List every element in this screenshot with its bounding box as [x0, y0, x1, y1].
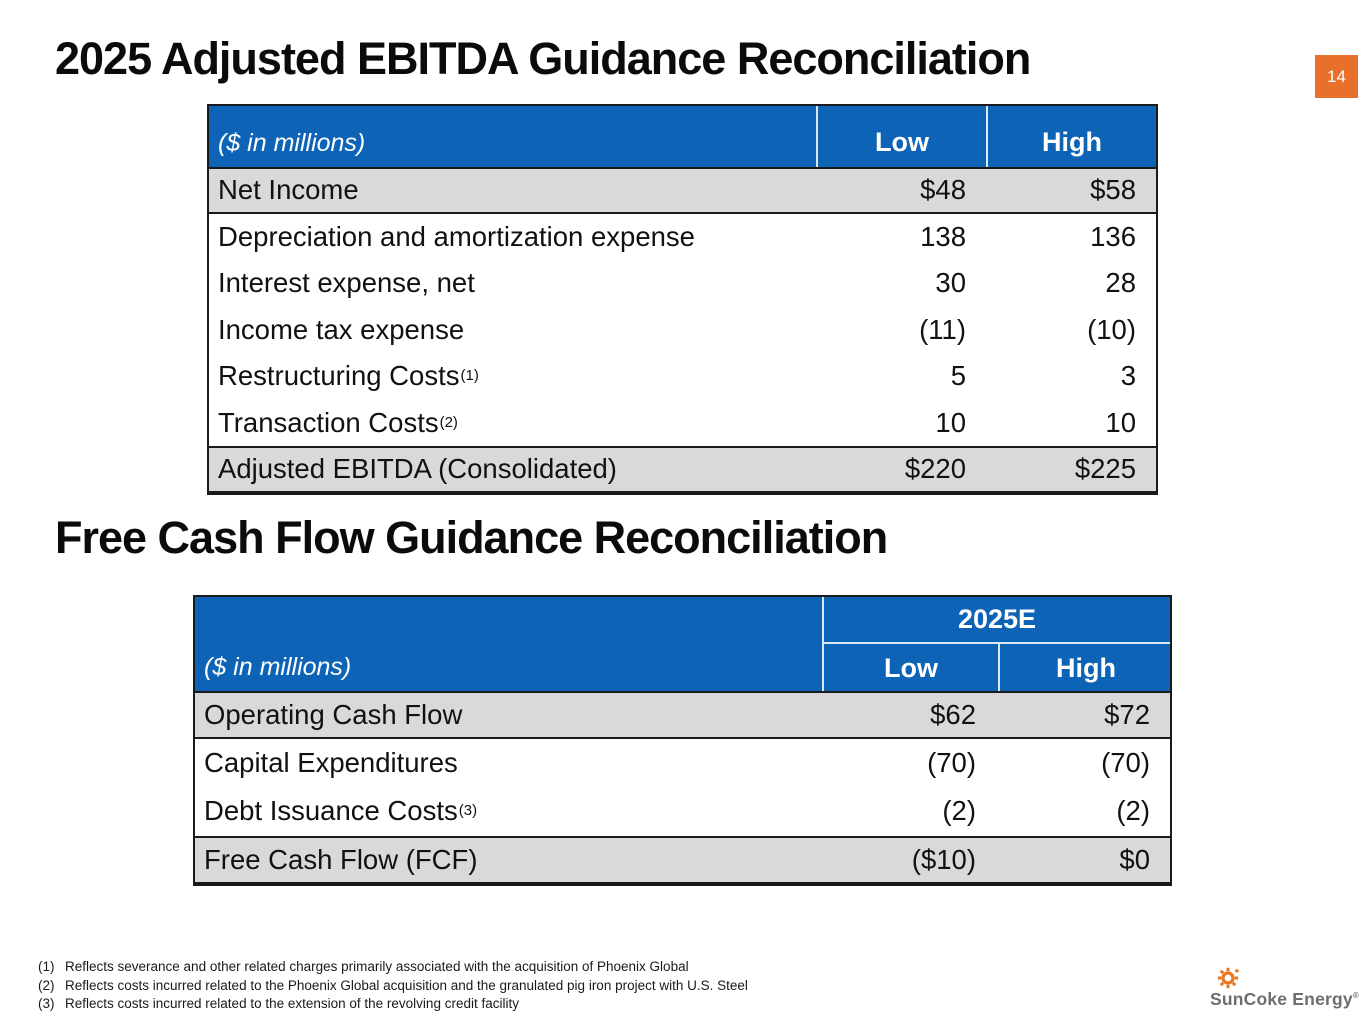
registered-mark: ® [1352, 991, 1359, 1001]
table-row: Income tax expense (11) (10) [209, 307, 1156, 354]
footnote-text: Reflects costs incurred related to the e… [65, 996, 519, 1011]
row-label: Free Cash Flow (FCF) [195, 838, 822, 882]
row-label-text: Restructuring Costs [218, 360, 460, 392]
logo-name: SunCoke Energy [1210, 989, 1353, 1009]
row-label-text: Depreciation and amortization expense [218, 220, 695, 252]
row-label-text: Adjusted EBITDA (Consolidated) [218, 453, 617, 485]
row-label: Transaction Costs (2) [218, 406, 458, 438]
table-row-total: Adjusted EBITDA (Consolidated) $220 $225 [209, 446, 1156, 493]
fcf-table-header: ($ in millions) 2025E Low High [195, 597, 1170, 691]
ebitda-title: 2025 Adjusted EBITDA Guidance Reconcilia… [55, 33, 1031, 84]
row-low-value: 5 [950, 360, 966, 392]
low-high-subheader: Low High [822, 644, 1170, 691]
table-row: Restructuring Costs (1) 5 3 [209, 353, 1156, 400]
table-row: Interest expense, net 30 28 [209, 260, 1156, 307]
table-row: Operating Cash Flow $62 $72 [195, 691, 1170, 740]
row-low-value: $62 [930, 699, 976, 731]
footnote-2: (2) Reflects costs incurred related to t… [38, 977, 748, 996]
row-low-value: 10 [935, 406, 966, 438]
footnote-text: Reflects costs incurred related to the P… [65, 977, 748, 993]
ebitda-table-header: ($ in millions) Low High [209, 106, 1156, 167]
table-row: Debt Issuance Costs (3) (2) (2) [195, 787, 1170, 835]
row-low-value: (11) [919, 313, 966, 345]
row-label-text: Debt Issuance Costs [204, 795, 458, 827]
footnote-3: (3) Reflects costs incurred related to t… [38, 995, 748, 1014]
row-high-value: (2) [1116, 795, 1150, 827]
row-label-text: Operating Cash Flow [204, 699, 463, 731]
row-high-value: $225 [1074, 453, 1136, 485]
table-row: Net Income $48 $58 [209, 167, 1156, 214]
row-label: Restructuring Costs (1) [218, 360, 479, 392]
table-row-total: Free Cash Flow (FCF) ($10) $0 [195, 835, 1170, 884]
footnote-number: (2) [38, 977, 55, 993]
row-high-value: $58 [1090, 174, 1136, 206]
row-label: Adjusted EBITDA (Consolidated) [209, 448, 816, 491]
sun-icon [1217, 967, 1239, 989]
row-low-value: 30 [935, 267, 966, 299]
footnote-1: (1) Reflects severance and other related… [38, 958, 748, 977]
row-low-value: 138 [920, 220, 966, 252]
row-label-text: Transaction Costs [218, 406, 439, 438]
ebitda-table: ($ in millions) Low High Net Income $48 … [207, 104, 1158, 495]
table-row: Depreciation and amortization expense 13… [209, 214, 1156, 261]
row-label-text: Capital Expenditures [204, 747, 458, 779]
row-low-value: $220 [904, 453, 966, 485]
row-label: Net Income [209, 169, 816, 212]
row-high-value: 3 [1120, 360, 1136, 392]
row-low-value: (70) [927, 747, 976, 779]
page-number-badge: 14 [1315, 55, 1358, 98]
row-label-text: Free Cash Flow (FCF) [204, 843, 478, 875]
row-label: Operating Cash Flow [195, 693, 822, 737]
row-low-value: ($10) [911, 843, 976, 875]
row-high-value: $0 [1119, 843, 1150, 875]
row-high-value: 136 [1090, 220, 1136, 252]
column-header-year: 2025E [822, 597, 1170, 644]
footnote-number: (3) [38, 996, 55, 1011]
footnotes: (1) Reflects severance and other related… [38, 958, 748, 1014]
row-low-value: (2) [942, 795, 976, 827]
logo-text: SunCoke Energy® [1210, 989, 1360, 1010]
row-label: Income tax expense [209, 307, 816, 354]
row-label-text: Income tax expense [218, 313, 465, 345]
row-label: Interest expense, net [209, 260, 816, 307]
row-high-value: 28 [1105, 267, 1136, 299]
suncoke-logo: SunCoke Energy® [1210, 964, 1360, 1010]
row-low-value: $48 [920, 174, 966, 206]
column-header-low: Low [816, 106, 986, 167]
row-high-value: $72 [1104, 699, 1150, 731]
column-header-high: High [986, 106, 1156, 167]
row-high-value: 10 [1105, 406, 1136, 438]
table-row: Capital Expenditures (70) (70) [195, 739, 1170, 787]
footnote-number: (1) [38, 959, 55, 974]
fcf-title: Free Cash Flow Guidance Reconciliation [55, 512, 888, 563]
row-label-text: Interest expense, net [218, 267, 475, 299]
units-label: ($ in millions) [218, 129, 366, 157]
row-label-text: Net Income [218, 174, 359, 206]
row-label: Debt Issuance Costs (3) [204, 795, 478, 827]
row-high-value: (70) [1101, 747, 1150, 779]
column-header-low: Low [884, 653, 938, 683]
row-label: Depreciation and amortization expense [209, 214, 816, 261]
footnote-text: Reflects severance and other related cha… [65, 959, 689, 974]
units-label: ($ in millions) [204, 653, 352, 681]
fcf-table: ($ in millions) 2025E Low High Operating… [193, 595, 1172, 886]
row-high-value: (10) [1087, 313, 1136, 345]
column-header-high: High [998, 644, 1172, 691]
table-row: Transaction Costs (2) 10 10 [209, 400, 1156, 447]
row-label: Capital Expenditures [195, 739, 822, 787]
